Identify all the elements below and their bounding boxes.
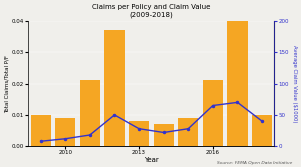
- Bar: [178, 118, 198, 146]
- Bar: [129, 121, 149, 146]
- Y-axis label: Total Claims/Total P/F: Total Claims/Total P/F: [4, 55, 9, 113]
- Text: Source: FEMA Open Data Initiative: Source: FEMA Open Data Initiative: [217, 161, 292, 165]
- Title: Claims per Policy and Claim Value
(2009-2018): Claims per Policy and Claim Value (2009-…: [92, 4, 211, 18]
- Bar: [154, 124, 174, 146]
- Bar: [252, 115, 272, 146]
- Bar: [104, 30, 125, 146]
- Bar: [31, 115, 51, 146]
- Bar: [227, 21, 247, 146]
- Bar: [203, 80, 223, 146]
- Y-axis label: Average Claim Value ($1000): Average Claim Value ($1000): [292, 45, 297, 122]
- X-axis label: Year: Year: [144, 157, 159, 163]
- Bar: [80, 80, 100, 146]
- Bar: [55, 118, 75, 146]
